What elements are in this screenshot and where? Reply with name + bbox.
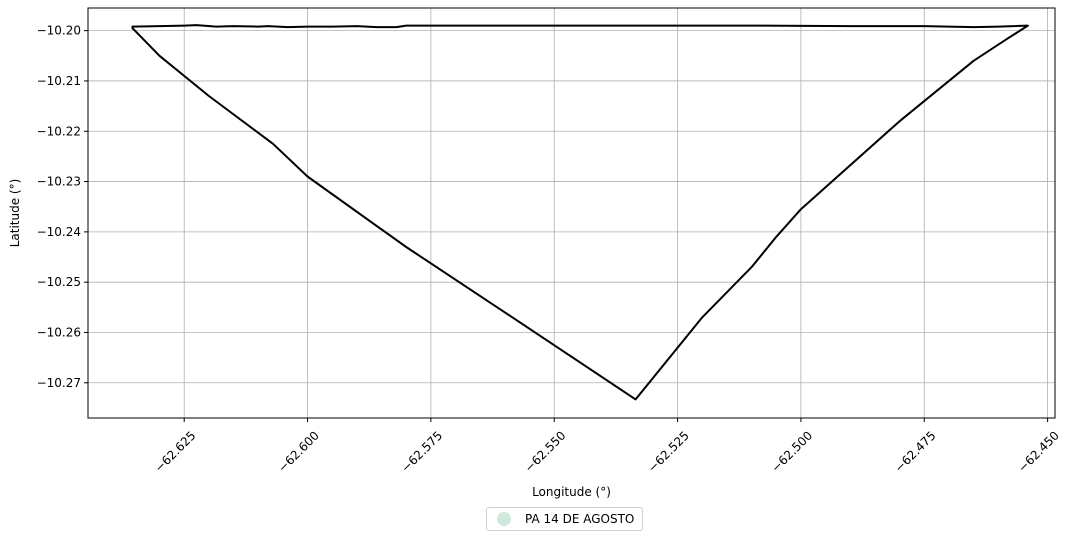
legend-marker-icon [497,512,511,526]
y-tick-label: −10.22 [37,124,81,138]
x-tick-label: −62.525 [645,428,692,475]
legend: PA 14 DE AGOSTO [486,507,644,531]
y-tick-label: −10.23 [37,175,81,189]
x-tick-label: −62.575 [399,428,446,475]
y-tick-label: −10.27 [37,376,81,390]
y-tick-label: −10.25 [37,275,81,289]
y-tick-label: −10.24 [37,225,81,239]
y-axis-label: Latitude (°) [8,179,22,248]
series-line [131,24,1029,401]
tick-layer: −62.625 −62.600 −62.575 −62.550 −62.525 −62.5… [37,24,1062,476]
x-tick-label: −62.625 [152,428,199,475]
y-tick-label: −10.20 [37,24,81,38]
x-tick-label: −62.450 [1015,428,1062,475]
y-tick-label: −10.21 [37,74,81,88]
x-tick-label: −62.475 [892,428,939,475]
x-tick-label: −62.550 [522,428,569,475]
plot-area-frame [87,7,1056,419]
legend-label: PA 14 DE AGOSTO [525,512,635,526]
grid-layer [88,8,1055,418]
series-layer [131,24,1029,401]
y-tick-label: −10.26 [37,325,81,339]
x-tick-label: −62.500 [769,428,816,475]
x-axis-label: Longitude (°) [532,485,611,499]
x-tick-label: −62.600 [275,428,322,475]
